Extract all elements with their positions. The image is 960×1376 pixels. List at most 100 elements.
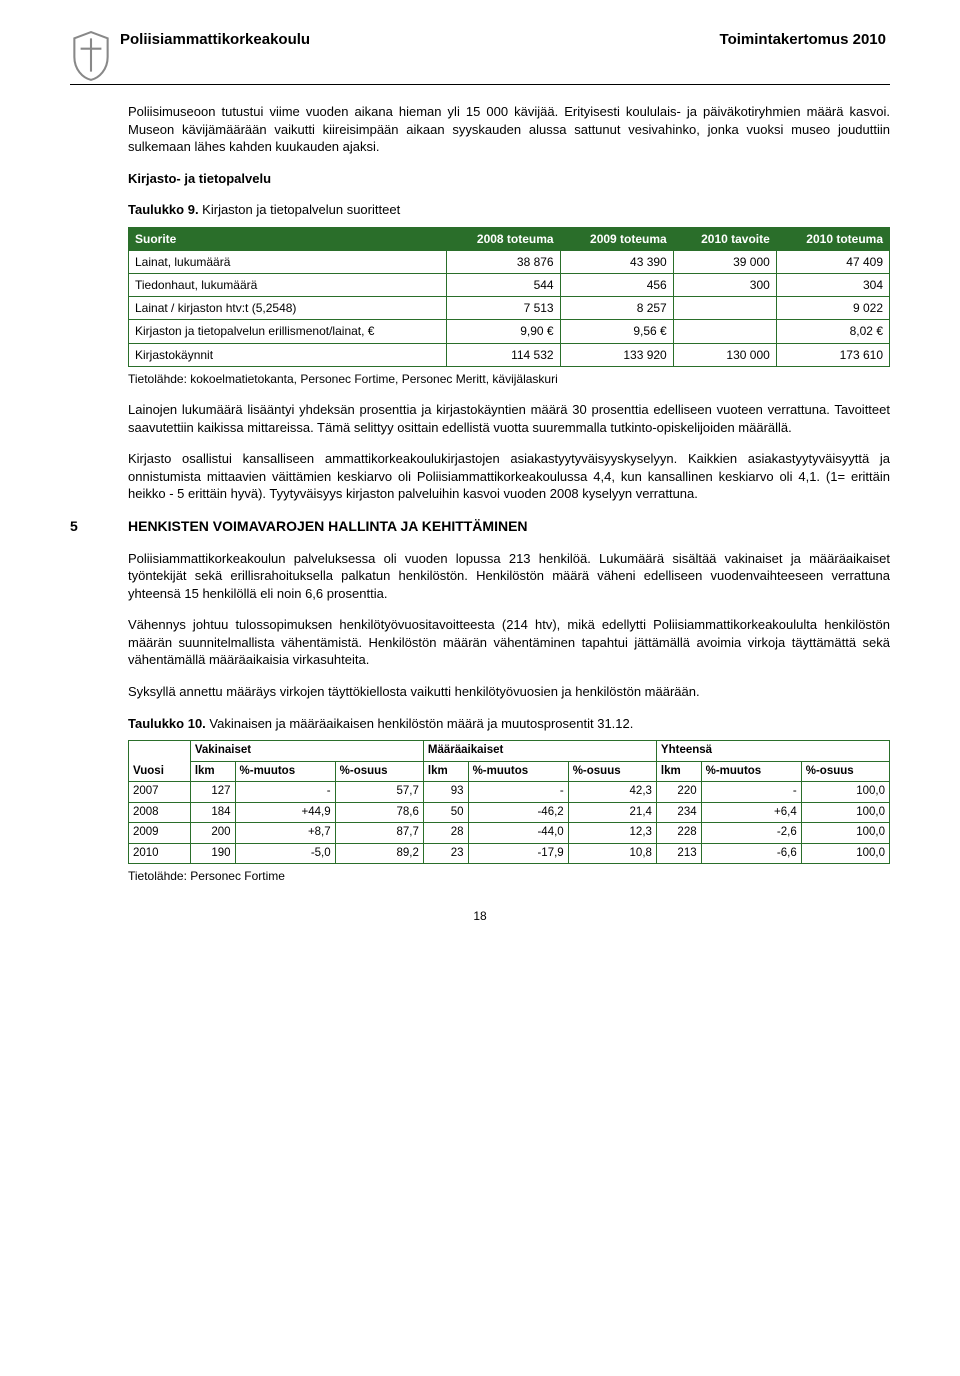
section-5-heading: 5 HENKISTEN VOIMAVAROJEN HALLINTA JA KEH… — [70, 517, 890, 536]
table-cell: 2009 — [129, 823, 191, 844]
table1-source: Tietolähde: kokoelmatietokanta, Personec… — [128, 371, 890, 387]
table-subheader: %-muutos — [701, 761, 801, 782]
table-subheader: %-muutos — [468, 761, 568, 782]
table-cell: +6,4 — [701, 802, 801, 823]
table-cell: 28 — [423, 823, 468, 844]
org-name: Poliisiammattikorkeakoulu — [120, 30, 310, 50]
table2-caption: Taulukko 10. Vakinaisen ja määräaikaisen… — [128, 715, 890, 733]
mid-p2: Kirjasto osallistui kansalliseen ammatti… — [128, 450, 890, 503]
table-cell: 42,3 — [568, 782, 656, 803]
table-cell: 43 390 — [560, 250, 673, 273]
section-5-title: HENKISTEN VOIMAVAROJEN HALLINTA JA KEHIT… — [128, 517, 528, 536]
table1-caption-bold: Taulukko 9. — [128, 202, 199, 217]
table-cell: 130 000 — [673, 343, 776, 366]
table-cell: 12,3 — [568, 823, 656, 844]
table-cell: 100,0 — [801, 802, 889, 823]
table-cell: - — [468, 782, 568, 803]
table-cell: 7 513 — [447, 297, 560, 320]
table-cell: 127 — [190, 782, 235, 803]
table-cell: 39 000 — [673, 250, 776, 273]
table1-caption: Taulukko 9. Kirjaston ja tietopalvelun s… — [128, 201, 890, 219]
table-cell: 47 409 — [776, 250, 889, 273]
table-cell: 173 610 — [776, 343, 889, 366]
table-cell: +44,9 — [235, 802, 335, 823]
t2-gh0: Vuosi — [129, 741, 191, 782]
table-row: Tiedonhaut, lukumäärä544456300304 — [129, 274, 890, 297]
section-5-num: 5 — [70, 517, 128, 536]
t2-gh1: Vakinaiset — [190, 741, 423, 762]
table-cell: 38 876 — [447, 250, 560, 273]
table-cell: Kirjastokäynnit — [129, 343, 447, 366]
table-row: Kirjastokäynnit114 532133 920130 000173 … — [129, 343, 890, 366]
t2-gh2: Määräaikaiset — [423, 741, 656, 762]
table-cell: 114 532 — [447, 343, 560, 366]
table-row: Kirjaston ja tietopalvelun erillismenot/… — [129, 320, 890, 343]
table-cell: 100,0 — [801, 843, 889, 864]
table-cell: 184 — [190, 802, 235, 823]
table-cell: 300 — [673, 274, 776, 297]
table-cell: 304 — [776, 274, 889, 297]
table-cell: -5,0 — [235, 843, 335, 864]
table-cell — [673, 297, 776, 320]
table-subheader: %-osuus — [335, 761, 423, 782]
table-cell: Lainat, lukumäärä — [129, 250, 447, 273]
t1-h3: 2010 tavoite — [673, 227, 776, 250]
table-cell: Lainat / kirjaston htv:t (5,2548) — [129, 297, 447, 320]
table-cell: 190 — [190, 843, 235, 864]
table-cell: 200 — [190, 823, 235, 844]
table-cell: 93 — [423, 782, 468, 803]
table-cell: 21,4 — [568, 802, 656, 823]
table-cell: +8,7 — [235, 823, 335, 844]
table-cell: 78,6 — [335, 802, 423, 823]
table2-source: Tietolähde: Personec Fortime — [128, 868, 890, 884]
table-cell: 228 — [656, 823, 701, 844]
table-cell: -17,9 — [468, 843, 568, 864]
table-cell: 2008 — [129, 802, 191, 823]
table-cell: 57,7 — [335, 782, 423, 803]
table-henkilosto: Vuosi Vakinaiset Määräaikaiset Yhteensä … — [128, 740, 890, 864]
table-cell: 234 — [656, 802, 701, 823]
table-cell: 2007 — [129, 782, 191, 803]
page-number: 18 — [70, 908, 890, 924]
table-subheader: %-muutos — [235, 761, 335, 782]
s5-p2: Vähennys johtuu tulossopimuksen henkilöt… — [128, 616, 890, 669]
table-cell: 213 — [656, 843, 701, 864]
kirjasto-heading: Kirjasto- ja tietopalvelu — [128, 170, 890, 188]
table-cell: 9,90 € — [447, 320, 560, 343]
table-subheader: lkm — [656, 761, 701, 782]
table-cell: -2,6 — [701, 823, 801, 844]
table-row: Lainat / kirjaston htv:t (5,2548)7 5138 … — [129, 297, 890, 320]
header-rule — [70, 84, 890, 85]
table-cell: 10,8 — [568, 843, 656, 864]
table2-caption-bold: Taulukko 10. — [128, 716, 206, 731]
s5-p1: Poliisiammattikorkeakoulun palveluksessa… — [128, 550, 890, 603]
table-row: Lainat, lukumäärä38 87643 39039 00047 40… — [129, 250, 890, 273]
t2-gh3: Yhteensä — [656, 741, 889, 762]
table-row: 2009200+8,787,728-44,012,3228-2,6100,0 — [129, 823, 890, 844]
table-cell: Kirjaston ja tietopalvelun erillismenot/… — [129, 320, 447, 343]
table-cell: 89,2 — [335, 843, 423, 864]
page-header: Poliisiammattikorkeakoulu Toimintakertom… — [70, 30, 890, 82]
t1-h0: Suorite — [129, 227, 447, 250]
s5-p3: Syksyllä annettu määräys virkojen täyttö… — [128, 683, 890, 701]
table-cell: -44,0 — [468, 823, 568, 844]
table-cell: 87,7 — [335, 823, 423, 844]
table-cell: 133 920 — [560, 343, 673, 366]
table-cell: -6,6 — [701, 843, 801, 864]
table-row: 2010190-5,089,223-17,910,8213-6,6100,0 — [129, 843, 890, 864]
table-cell — [673, 320, 776, 343]
table-cell: 100,0 — [801, 782, 889, 803]
table-row: 2007127-57,793-42,3220-100,0 — [129, 782, 890, 803]
table-cell: 456 — [560, 274, 673, 297]
t1-h1: 2008 toteuma — [447, 227, 560, 250]
table-subheader: lkm — [190, 761, 235, 782]
doc-title: Toimintakertomus 2010 — [720, 30, 886, 50]
table-cell: 544 — [447, 274, 560, 297]
table-cell: 8 257 — [560, 297, 673, 320]
table-cell: 23 — [423, 843, 468, 864]
table-row: 2008184+44,978,650-46,221,4234+6,4100,0 — [129, 802, 890, 823]
table2-caption-rest: Vakinaisen ja määräaikaisen henkilöstön … — [206, 716, 634, 731]
t1-h4: 2010 toteuma — [776, 227, 889, 250]
intro-p1: Poliisimuseoon tutustui viime vuoden aik… — [128, 103, 890, 156]
table-cell: - — [235, 782, 335, 803]
